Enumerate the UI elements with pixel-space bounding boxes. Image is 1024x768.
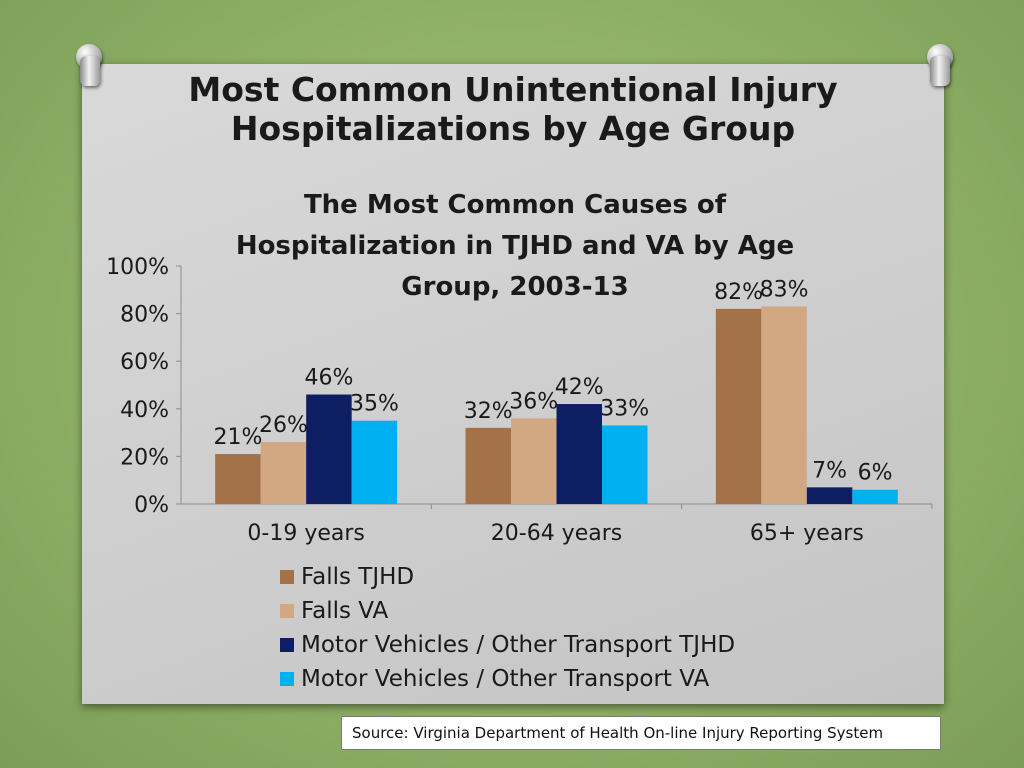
x-tick-label: 65+ years (750, 521, 864, 546)
pushpin-top-right-stem (930, 56, 950, 86)
bar-motor-vehicles-other-transport-va-0-19-years (351, 420, 398, 504)
chart-title: The Most Common Causes of Hospitalizatio… (215, 185, 815, 308)
bar-motor-vehicles-other-transport-tjhd-0-19-years (306, 394, 352, 504)
data-label: 7% (812, 458, 847, 483)
bar-falls-tjhd-65-years (715, 308, 762, 504)
data-label: 21% (213, 425, 262, 450)
legend-label-falls-tjhd: Falls TJHD (301, 564, 415, 590)
legend-label-motor-tjhd: Motor Vehicles / Other Transport TJHD (301, 632, 736, 658)
y-tick-label: 100% (106, 255, 169, 280)
legend-label-falls-va: Falls VA (301, 598, 389, 624)
slide-title-line-2: Hospitalizations by Age Group (230, 109, 796, 148)
pushpin-top-left-stem (80, 56, 100, 86)
x-tick-label: 20-64 years (491, 521, 622, 546)
y-tick-label: 0% (134, 493, 169, 518)
data-label: 42% (555, 375, 604, 400)
bar-falls-va-65-years (761, 306, 807, 504)
bar-motor-vehicles-other-transport-tjhd-20-64-years (556, 404, 602, 504)
data-label: 83% (760, 277, 809, 302)
data-label: 36% (509, 389, 558, 414)
legend-item-motor-va: Motor Vehicles / Other Transport VA (280, 662, 735, 696)
chart-title-line-2: Hospitalization in TJHD and VA by Age (235, 231, 795, 261)
bar-motor-vehicles-other-transport-va-20-64-years (602, 425, 648, 504)
bar-falls-tjhd-0-19-years (215, 454, 261, 504)
bar-falls-tjhd-20-64-years (465, 427, 511, 504)
chart-legend: Falls TJHD Falls VA Motor Vehicles / Oth… (280, 560, 735, 696)
y-tick-label: 40% (120, 398, 169, 423)
data-label: 32% (464, 399, 513, 424)
legend-item-motor-tjhd: Motor Vehicles / Other Transport TJHD (280, 628, 735, 662)
y-tick-label: 80% (120, 303, 169, 328)
data-label: 82% (714, 280, 763, 305)
bar-falls-va-20-64-years (511, 418, 557, 504)
data-label: 33% (600, 396, 649, 421)
slide-title-line-1: Most Common Unintentional Injury (188, 70, 838, 109)
legend-swatch-falls-tjhd (280, 570, 294, 584)
chart-title-line-3: Group, 2003-13 (401, 272, 629, 302)
data-label: 46% (304, 366, 353, 391)
legend-swatch-falls-va (280, 604, 294, 618)
bar-falls-va-0-19-years (260, 442, 307, 504)
y-tick-label: 60% (120, 350, 169, 375)
source-note: Source: Virginia Department of Health On… (341, 716, 941, 750)
legend-item-falls-va: Falls VA (280, 594, 735, 628)
x-tick-label: 0-19 years (247, 521, 364, 546)
chart-title-line-1: The Most Common Causes of (303, 190, 727, 220)
bar-motor-vehicles-other-transport-va-65-years (852, 489, 898, 504)
y-tick-label: 20% (120, 445, 169, 470)
legend-label-motor-va: Motor Vehicles / Other Transport VA (301, 666, 710, 692)
data-label: 35% (350, 392, 399, 417)
bar-motor-vehicles-other-transport-tjhd-65-years (806, 487, 853, 504)
slide-title: Most Common Unintentional Injury Hospita… (82, 70, 944, 148)
data-label: 6% (858, 461, 893, 486)
data-label: 26% (259, 413, 308, 438)
legend-item-falls-tjhd: Falls TJHD (280, 560, 735, 594)
legend-swatch-motor-tjhd (280, 638, 294, 652)
legend-swatch-motor-va (280, 672, 294, 686)
